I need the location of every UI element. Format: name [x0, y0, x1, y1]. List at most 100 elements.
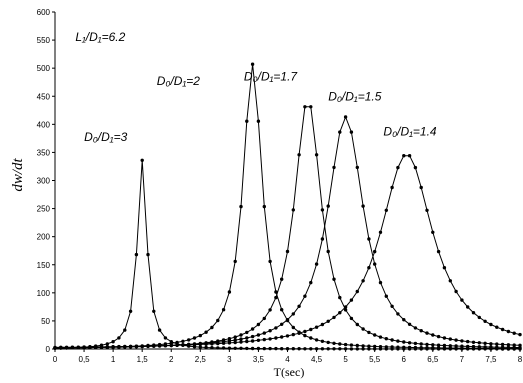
data-point [245, 330, 249, 335]
data-point [274, 295, 278, 300]
data-point [506, 329, 511, 334]
x-tick-label: 0,5 [79, 355, 91, 364]
data-point [466, 344, 470, 349]
data-point [448, 337, 452, 341]
data-point [64, 345, 69, 349]
data-point [163, 343, 168, 348]
data-point [355, 165, 359, 170]
data-point [262, 337, 266, 342]
data-point [454, 289, 458, 294]
data-point [309, 105, 313, 109]
data-point [396, 165, 400, 170]
data-point [384, 208, 388, 212]
data-point [268, 308, 272, 312]
data-point [285, 334, 290, 338]
annotation-s3: D₀/D₁=3 [84, 130, 128, 144]
data-point [495, 342, 499, 346]
data-point [373, 344, 377, 349]
data-point [500, 342, 505, 347]
data-point [303, 294, 307, 298]
data-point [274, 326, 278, 330]
data-point [280, 308, 284, 312]
data-point [320, 322, 325, 327]
data-point [396, 312, 400, 316]
data-point [378, 335, 383, 339]
data-point [303, 329, 307, 334]
data-point [303, 333, 307, 338]
data-point [82, 345, 86, 349]
data-point [367, 347, 371, 351]
data-point [338, 130, 342, 134]
data-point [250, 334, 255, 339]
y-tick-label: 600 [37, 8, 51, 17]
data-point [268, 329, 272, 333]
data-point [413, 326, 418, 330]
data-point [274, 290, 278, 294]
data-point [454, 338, 458, 342]
data-point [489, 345, 493, 349]
data-point [367, 237, 371, 241]
data-point [361, 344, 365, 348]
data-point [239, 204, 243, 209]
x-tick-label: 4,5 [311, 355, 323, 364]
data-point [88, 345, 92, 349]
x-tick-label: 7 [460, 355, 465, 364]
data-point [332, 165, 336, 170]
data-point [425, 342, 429, 347]
data-point [495, 325, 499, 329]
data-point [425, 346, 429, 350]
data-point [221, 308, 226, 312]
data-point [448, 279, 452, 283]
data-point [343, 347, 348, 351]
data-point [181, 339, 185, 343]
data-point [407, 322, 412, 326]
data-point [280, 347, 284, 351]
data-point [123, 344, 127, 349]
data-point [204, 345, 208, 350]
data-point [303, 347, 307, 351]
data-point [239, 346, 243, 350]
data-point [146, 344, 150, 348]
data-point [506, 343, 511, 347]
data-point [268, 337, 272, 341]
data-point [175, 343, 179, 347]
annotation-s15: D₀/D₁=1.5 [328, 90, 382, 104]
data-point [431, 230, 435, 234]
y-tick-label: 400 [37, 120, 51, 129]
data-point [495, 345, 499, 349]
data-point [227, 341, 232, 345]
data-point [250, 327, 255, 331]
x-tick-label: 3,5 [253, 355, 265, 364]
data-point [239, 340, 243, 344]
data-point [436, 334, 441, 339]
data-point [349, 316, 354, 321]
data-point [407, 154, 412, 158]
data-point [134, 344, 139, 348]
data-point [309, 280, 313, 285]
data-point [157, 328, 162, 332]
data-point [192, 336, 197, 340]
data-point [355, 343, 359, 348]
data-point [326, 319, 330, 323]
data-point [343, 308, 348, 312]
annotation-lr: L₁/D₁=6.2 [75, 30, 125, 44]
x-tick-label: 5 [343, 355, 348, 364]
data-point [361, 327, 365, 331]
data-point [390, 304, 394, 308]
data-point [111, 345, 115, 349]
data-point [210, 346, 214, 350]
data-point [134, 252, 139, 257]
data-point [117, 344, 121, 349]
data-point [314, 338, 319, 342]
x-tick-label: 3 [227, 355, 232, 364]
data-point [349, 343, 354, 347]
y-tick-label: 550 [37, 36, 51, 45]
y-axis-label: dw/dt [10, 157, 26, 191]
data-point [221, 341, 226, 345]
data-point [326, 347, 330, 351]
data-point [489, 342, 493, 346]
x-tick-label: 7,5 [485, 355, 497, 364]
data-point [518, 332, 522, 337]
data-point [378, 345, 383, 349]
data-point [274, 336, 278, 340]
